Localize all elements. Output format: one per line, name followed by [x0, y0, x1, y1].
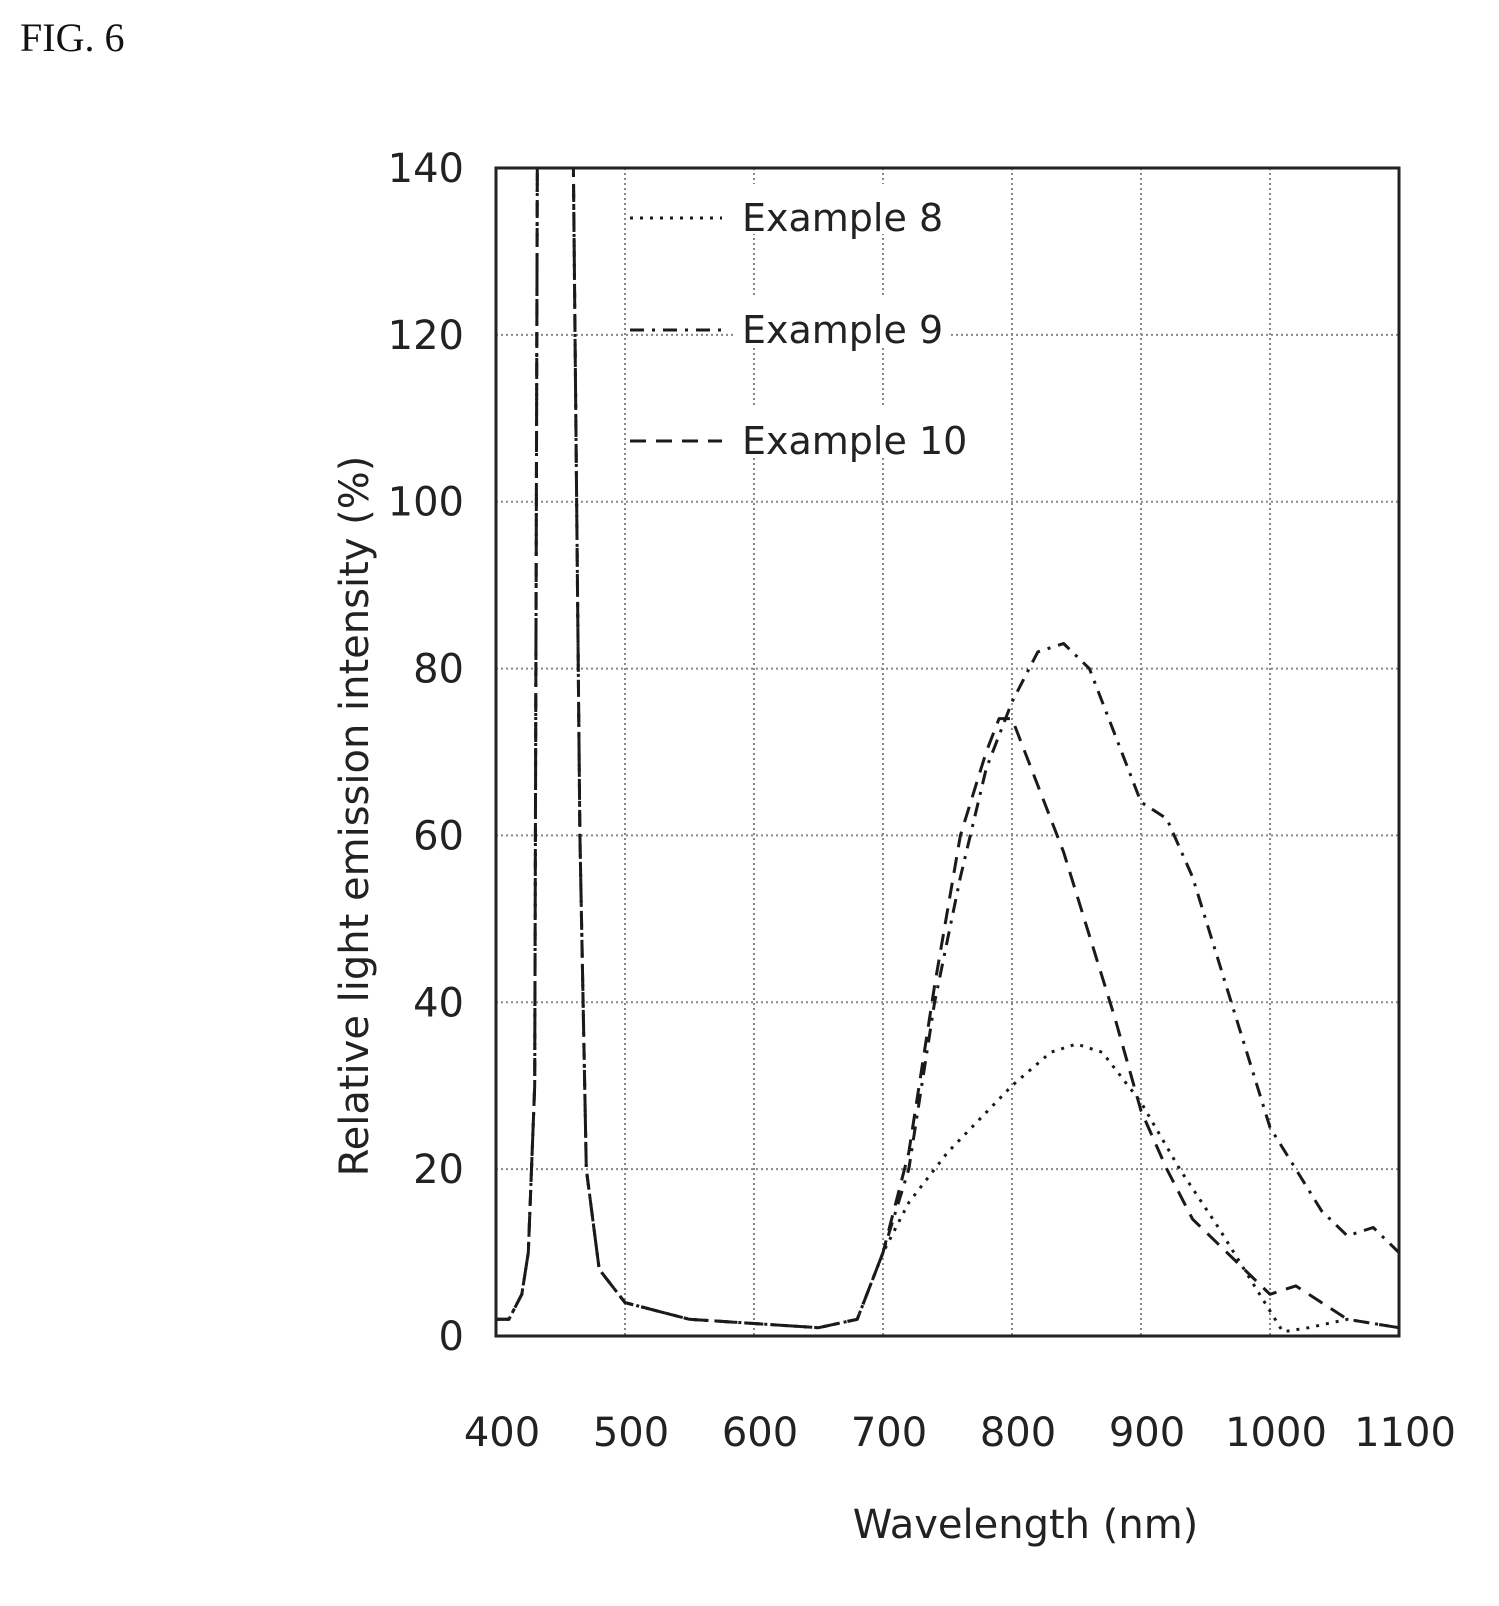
series-line-1	[496, 166, 1400, 1334]
y-tick-label: 20	[413, 1147, 464, 1193]
y-tick-labels: 0 20 40 60 80 100 120 140	[388, 146, 464, 1360]
y-tick-label: 140	[388, 146, 464, 192]
x-tick-label: 500	[593, 1410, 669, 1456]
y-tick-label: 40	[413, 980, 464, 1026]
y-tick-label: 80	[413, 647, 464, 693]
legend: Example 8 Example 9 Example 10	[630, 184, 967, 463]
y-axis-label: Relative light emission intensity (%)	[332, 456, 378, 1177]
legend-label-background	[735, 407, 950, 457]
x-tick-label: 600	[722, 1410, 798, 1456]
plot-frame	[494, 166, 1401, 1338]
legend-label: Example 10	[742, 419, 967, 463]
x-tick-label: 900	[1109, 1410, 1185, 1456]
legend-label: Example 8	[742, 196, 943, 240]
legend-label-background	[735, 184, 950, 234]
x-axis-label: Wavelength (nm)	[853, 1502, 1199, 1548]
figure-label: FIG. 6	[20, 15, 125, 60]
y-tick-label: 120	[388, 313, 464, 359]
y-tick-label: 0	[439, 1314, 464, 1360]
y-tick-label: 100	[388, 480, 464, 526]
x-tick-label: 800	[980, 1410, 1056, 1456]
x-tick-label: 1100	[1354, 1410, 1456, 1456]
legend-label: Example 9	[742, 308, 943, 352]
x-tick-label: 1000	[1225, 1410, 1327, 1456]
y-tick-label: 60	[413, 813, 464, 859]
legend-label-background	[735, 296, 950, 346]
x-tick-label: 700	[851, 1410, 927, 1456]
x-tick-labels: 400 500 600 700 800 900 1000 1100	[464, 1410, 1456, 1456]
x-tick-label: 400	[464, 1410, 540, 1456]
chart-grid	[496, 168, 1399, 1336]
